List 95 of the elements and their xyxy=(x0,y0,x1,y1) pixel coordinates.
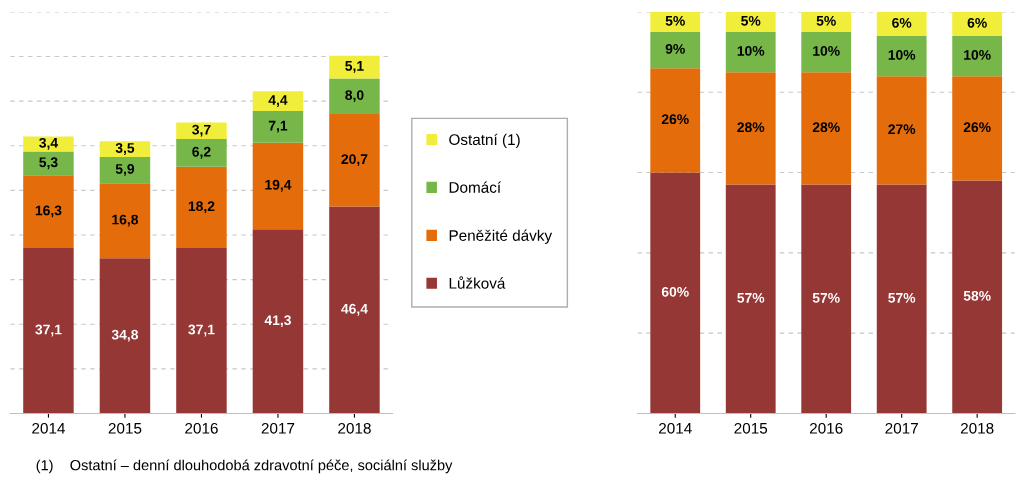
data-label: 5,1 xyxy=(345,61,364,73)
bar xyxy=(725,72,776,185)
data-label: 5,9 xyxy=(115,164,135,176)
bar xyxy=(801,32,852,73)
data-label: 3,7 xyxy=(192,124,211,137)
bar xyxy=(952,180,1003,414)
bar xyxy=(725,32,776,73)
data-label: 28% xyxy=(812,122,840,133)
x-tick-label: 2018 xyxy=(338,422,371,434)
legend-label: Lůžková xyxy=(449,276,506,289)
bar xyxy=(252,229,304,414)
bar xyxy=(252,110,304,143)
data-label: 37,1 xyxy=(35,324,62,337)
bar xyxy=(952,36,1003,77)
bar xyxy=(99,141,151,157)
data-label: 57% xyxy=(737,292,765,303)
data-label: 16,8 xyxy=(112,214,139,227)
bar xyxy=(99,183,151,259)
legend-label: Ostatní (1) xyxy=(449,133,520,149)
x-tick-label: 2016 xyxy=(185,422,218,434)
data-label: 7,1 xyxy=(268,120,288,133)
bar xyxy=(329,78,380,115)
bar xyxy=(801,11,852,33)
data-label: 18,2 xyxy=(188,201,215,214)
bar xyxy=(650,68,701,173)
bar xyxy=(650,172,701,414)
x-tick-label: 2016 xyxy=(809,422,843,434)
data-label: 19,4 xyxy=(265,179,292,192)
x-tick-label: 2014 xyxy=(659,422,692,434)
bar xyxy=(725,11,776,33)
data-label: 37,1 xyxy=(188,324,215,337)
data-label: 10% xyxy=(737,46,765,56)
bar xyxy=(176,247,227,414)
x-tick-label: 2014 xyxy=(32,422,65,434)
data-label: 5% xyxy=(741,15,761,26)
data-label: 6% xyxy=(967,17,987,28)
bar xyxy=(176,122,227,140)
bar xyxy=(252,91,304,111)
data-label: 27% xyxy=(888,124,916,135)
bar xyxy=(99,156,151,184)
data-label: 3,4 xyxy=(39,137,59,150)
text: (1) Ostatní – denní dlouhodobá zdravotní péče, sociální služby xyxy=(36,459,453,474)
bar xyxy=(725,184,776,414)
bar xyxy=(876,36,927,77)
legend-label: Domácí xyxy=(449,181,502,193)
data-label: 34,8 xyxy=(111,329,139,342)
x-tick-label: 2017 xyxy=(885,422,918,434)
bar xyxy=(876,76,927,185)
bar xyxy=(329,55,380,79)
data-label: 57% xyxy=(812,292,840,303)
data-label: 28% xyxy=(737,122,765,133)
bar xyxy=(876,184,927,414)
bar xyxy=(952,11,1003,37)
data-label: 58% xyxy=(963,290,991,301)
data-label: 5% xyxy=(665,15,685,26)
data-label: 57% xyxy=(888,292,916,303)
data-label: 8,0 xyxy=(345,90,364,103)
bar xyxy=(801,72,852,185)
data-label: 41,3 xyxy=(264,315,291,328)
bar xyxy=(801,184,852,414)
data-label: 60% xyxy=(661,286,689,297)
data-label: 3,5 xyxy=(115,143,135,155)
data-label: 10% xyxy=(888,50,916,60)
data-label: 5,3 xyxy=(39,157,58,170)
bar xyxy=(252,142,304,230)
bar xyxy=(23,247,74,414)
bar xyxy=(650,32,701,69)
data-label: 16,3 xyxy=(35,205,62,218)
data-label: 26% xyxy=(963,122,991,133)
data-label: 10% xyxy=(813,46,840,56)
bar xyxy=(952,76,1003,181)
data-label: 20,7 xyxy=(341,154,368,167)
x-tick-label: 2015 xyxy=(734,422,768,434)
data-label: 9% xyxy=(665,43,685,54)
bar xyxy=(176,139,227,167)
bar xyxy=(876,11,927,37)
data-label: 10% xyxy=(964,50,991,60)
data-label: 5% xyxy=(816,15,836,26)
data-label: 4,4 xyxy=(268,95,288,107)
bar xyxy=(23,151,74,176)
x-tick-label: 2017 xyxy=(261,422,295,434)
data-label: 6,2 xyxy=(192,146,211,159)
data-label: 6% xyxy=(892,17,912,28)
data-label: 46,4 xyxy=(341,303,368,316)
data-label: 26% xyxy=(661,114,689,125)
bar xyxy=(23,136,74,152)
bar xyxy=(329,114,380,207)
bar xyxy=(99,258,151,414)
x-tick-label: 2018 xyxy=(960,422,994,434)
bar xyxy=(329,206,380,414)
bar xyxy=(650,11,701,33)
x-tick-label: 2015 xyxy=(108,422,142,434)
bar xyxy=(23,175,74,248)
bar xyxy=(176,166,227,248)
legend-label: Peněžité dávky xyxy=(449,229,553,244)
